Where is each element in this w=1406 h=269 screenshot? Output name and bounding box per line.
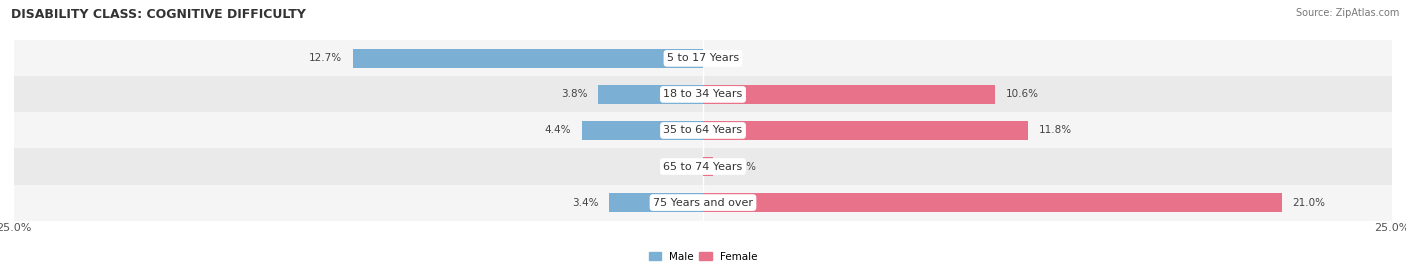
Text: 0.35%: 0.35% <box>724 161 756 172</box>
Bar <box>353 49 703 68</box>
Bar <box>703 157 713 176</box>
Bar <box>14 112 1392 148</box>
Text: 12.7%: 12.7% <box>309 53 342 63</box>
Bar <box>609 193 703 212</box>
Bar <box>14 76 1392 112</box>
Text: 18 to 34 Years: 18 to 34 Years <box>664 89 742 100</box>
Bar <box>14 40 1392 76</box>
Text: 5 to 17 Years: 5 to 17 Years <box>666 53 740 63</box>
Text: 4.4%: 4.4% <box>544 125 571 136</box>
Bar <box>599 85 703 104</box>
Text: 65 to 74 Years: 65 to 74 Years <box>664 161 742 172</box>
Text: Source: ZipAtlas.com: Source: ZipAtlas.com <box>1295 8 1399 18</box>
Text: DISABILITY CLASS: COGNITIVE DIFFICULTY: DISABILITY CLASS: COGNITIVE DIFFICULTY <box>11 8 307 21</box>
Legend: Male, Female: Male, Female <box>644 247 762 266</box>
Text: 75 Years and over: 75 Years and over <box>652 197 754 208</box>
Bar <box>703 121 1028 140</box>
Text: 21.0%: 21.0% <box>1292 197 1326 208</box>
Text: 3.4%: 3.4% <box>572 197 599 208</box>
Bar <box>703 193 1282 212</box>
Bar <box>14 148 1392 185</box>
Bar <box>703 85 995 104</box>
Text: 35 to 64 Years: 35 to 64 Years <box>664 125 742 136</box>
Text: 3.8%: 3.8% <box>561 89 588 100</box>
Text: 10.6%: 10.6% <box>1007 89 1039 100</box>
Text: 11.8%: 11.8% <box>1039 125 1073 136</box>
Text: 0.0%: 0.0% <box>714 53 741 63</box>
Text: 0.0%: 0.0% <box>665 161 692 172</box>
Bar <box>582 121 703 140</box>
Bar <box>14 185 1392 221</box>
